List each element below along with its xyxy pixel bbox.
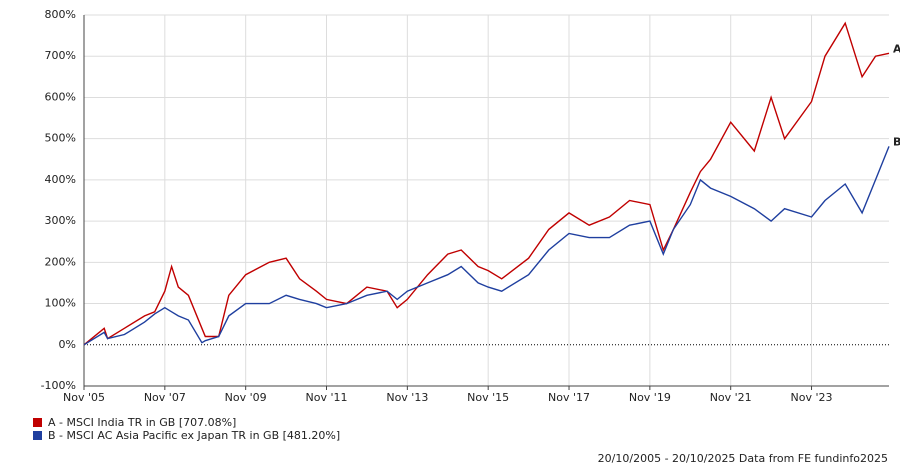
x-tick-label: Nov '15 xyxy=(467,391,509,404)
x-tick-label: Nov '07 xyxy=(144,391,186,404)
y-tick-label: -100% xyxy=(41,379,76,392)
y-tick-label: 200% xyxy=(45,255,76,268)
y-tick-label: 100% xyxy=(45,297,76,310)
x-tick-label: Nov '23 xyxy=(791,391,833,404)
y-tick-label: 400% xyxy=(45,173,76,186)
x-tick-label: Nov '13 xyxy=(386,391,428,404)
series-line xyxy=(83,21,890,346)
y-tick-label: 500% xyxy=(45,132,76,145)
y-tick-label: 700% xyxy=(45,49,76,62)
x-tick-label: Nov '11 xyxy=(306,391,348,404)
legend-swatch xyxy=(33,431,42,440)
y-tick-label: 600% xyxy=(45,90,76,103)
end-label: B xyxy=(893,135,900,148)
legend-swatch xyxy=(33,418,42,427)
footer: 20/10/2005 - 20/10/2025 Data from FE fun… xyxy=(598,452,888,465)
y-tick-label: 300% xyxy=(45,214,76,227)
legend-label: A - MSCI India TR in GB [707.08%] xyxy=(48,416,236,429)
x-tick-label: Nov '05 xyxy=(63,391,105,404)
end-label: A xyxy=(893,42,900,55)
legend-label: B - MSCI AC Asia Pacific ex Japan TR in … xyxy=(48,429,340,442)
series-line xyxy=(83,146,890,346)
x-tick-label: Nov '09 xyxy=(225,391,267,404)
y-tick-label: 0% xyxy=(59,338,76,351)
x-tick-label: Nov '19 xyxy=(629,391,671,404)
x-tick-label: Nov '17 xyxy=(548,391,590,404)
y-tick-label: 800% xyxy=(45,8,76,21)
x-tick-label: Nov '21 xyxy=(710,391,752,404)
